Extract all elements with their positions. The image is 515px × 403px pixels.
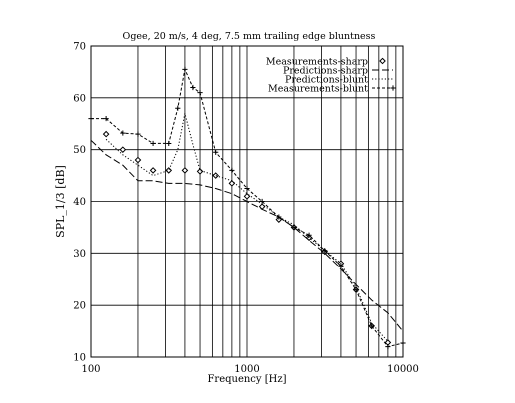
plot-area [90,45,404,358]
data-point [353,287,359,293]
legend-swatch [379,57,386,65]
data-point [102,130,110,138]
data-point [385,344,391,350]
series-line [105,113,389,342]
legend-label: Measurements-sharp [266,57,368,68]
y-tick-label: 70 [73,42,86,53]
y-tick-label: 50 [73,145,86,156]
series-layer [88,66,406,350]
data-point [369,323,375,329]
series-2 [90,139,404,332]
data-point [291,224,297,231]
data-point [228,180,236,187]
y-axis-label: SPL_1/3 [dB] [54,165,67,238]
x-tick-label: 100 [81,364,100,375]
series-line [90,139,404,332]
data-point [338,263,344,269]
data-point [213,149,219,155]
legend-label: Measurements-blunt [268,84,368,95]
legend-label: Predictions-sharp [283,66,368,77]
x-tick-label: 1000 [234,364,259,375]
data-point [190,84,196,91]
data-point [175,105,181,111]
y-tick-label: 10 [73,353,86,364]
data-point [258,203,266,210]
data-point [306,232,312,238]
legend-label: Predictions-blunt [285,75,368,86]
legend-swatch [390,85,396,91]
legend: Measurements-sharpPredictions-sharpPredi… [266,57,396,95]
data-point [400,340,406,346]
data-point [135,131,141,137]
x-tick-label: 10000 [387,364,419,375]
data-point [103,115,109,122]
data-point [197,90,203,96]
data-point [259,198,265,205]
y-tick-label: 40 [73,197,86,208]
data-point [120,130,126,136]
data-point [229,167,235,173]
data-point [150,140,156,147]
y-tick-label: 60 [73,93,86,104]
data-point [181,167,189,174]
data-point [149,167,157,174]
data-point [212,172,220,179]
y-tick-label: 20 [73,301,86,312]
data-point [196,168,204,175]
data-point [322,248,328,254]
data-point [276,214,282,220]
series-3 [105,113,389,342]
data-point [88,115,94,122]
axis-ticks: 100 1000 10000 10 20 30 40 50 60 70 [73,42,419,376]
data-point [182,66,188,72]
data-point [244,185,250,192]
data-point [119,146,127,153]
chart-title: Ogee, 20 m/s, 4 deg, 7.5 mm trailing edg… [123,31,376,42]
y-tick-label: 30 [73,249,86,260]
x-axis-label: Frequency [Hz] [207,374,286,385]
data-point [165,167,173,174]
data-point [166,140,172,147]
data-point [134,156,142,164]
series-4 [88,66,406,350]
